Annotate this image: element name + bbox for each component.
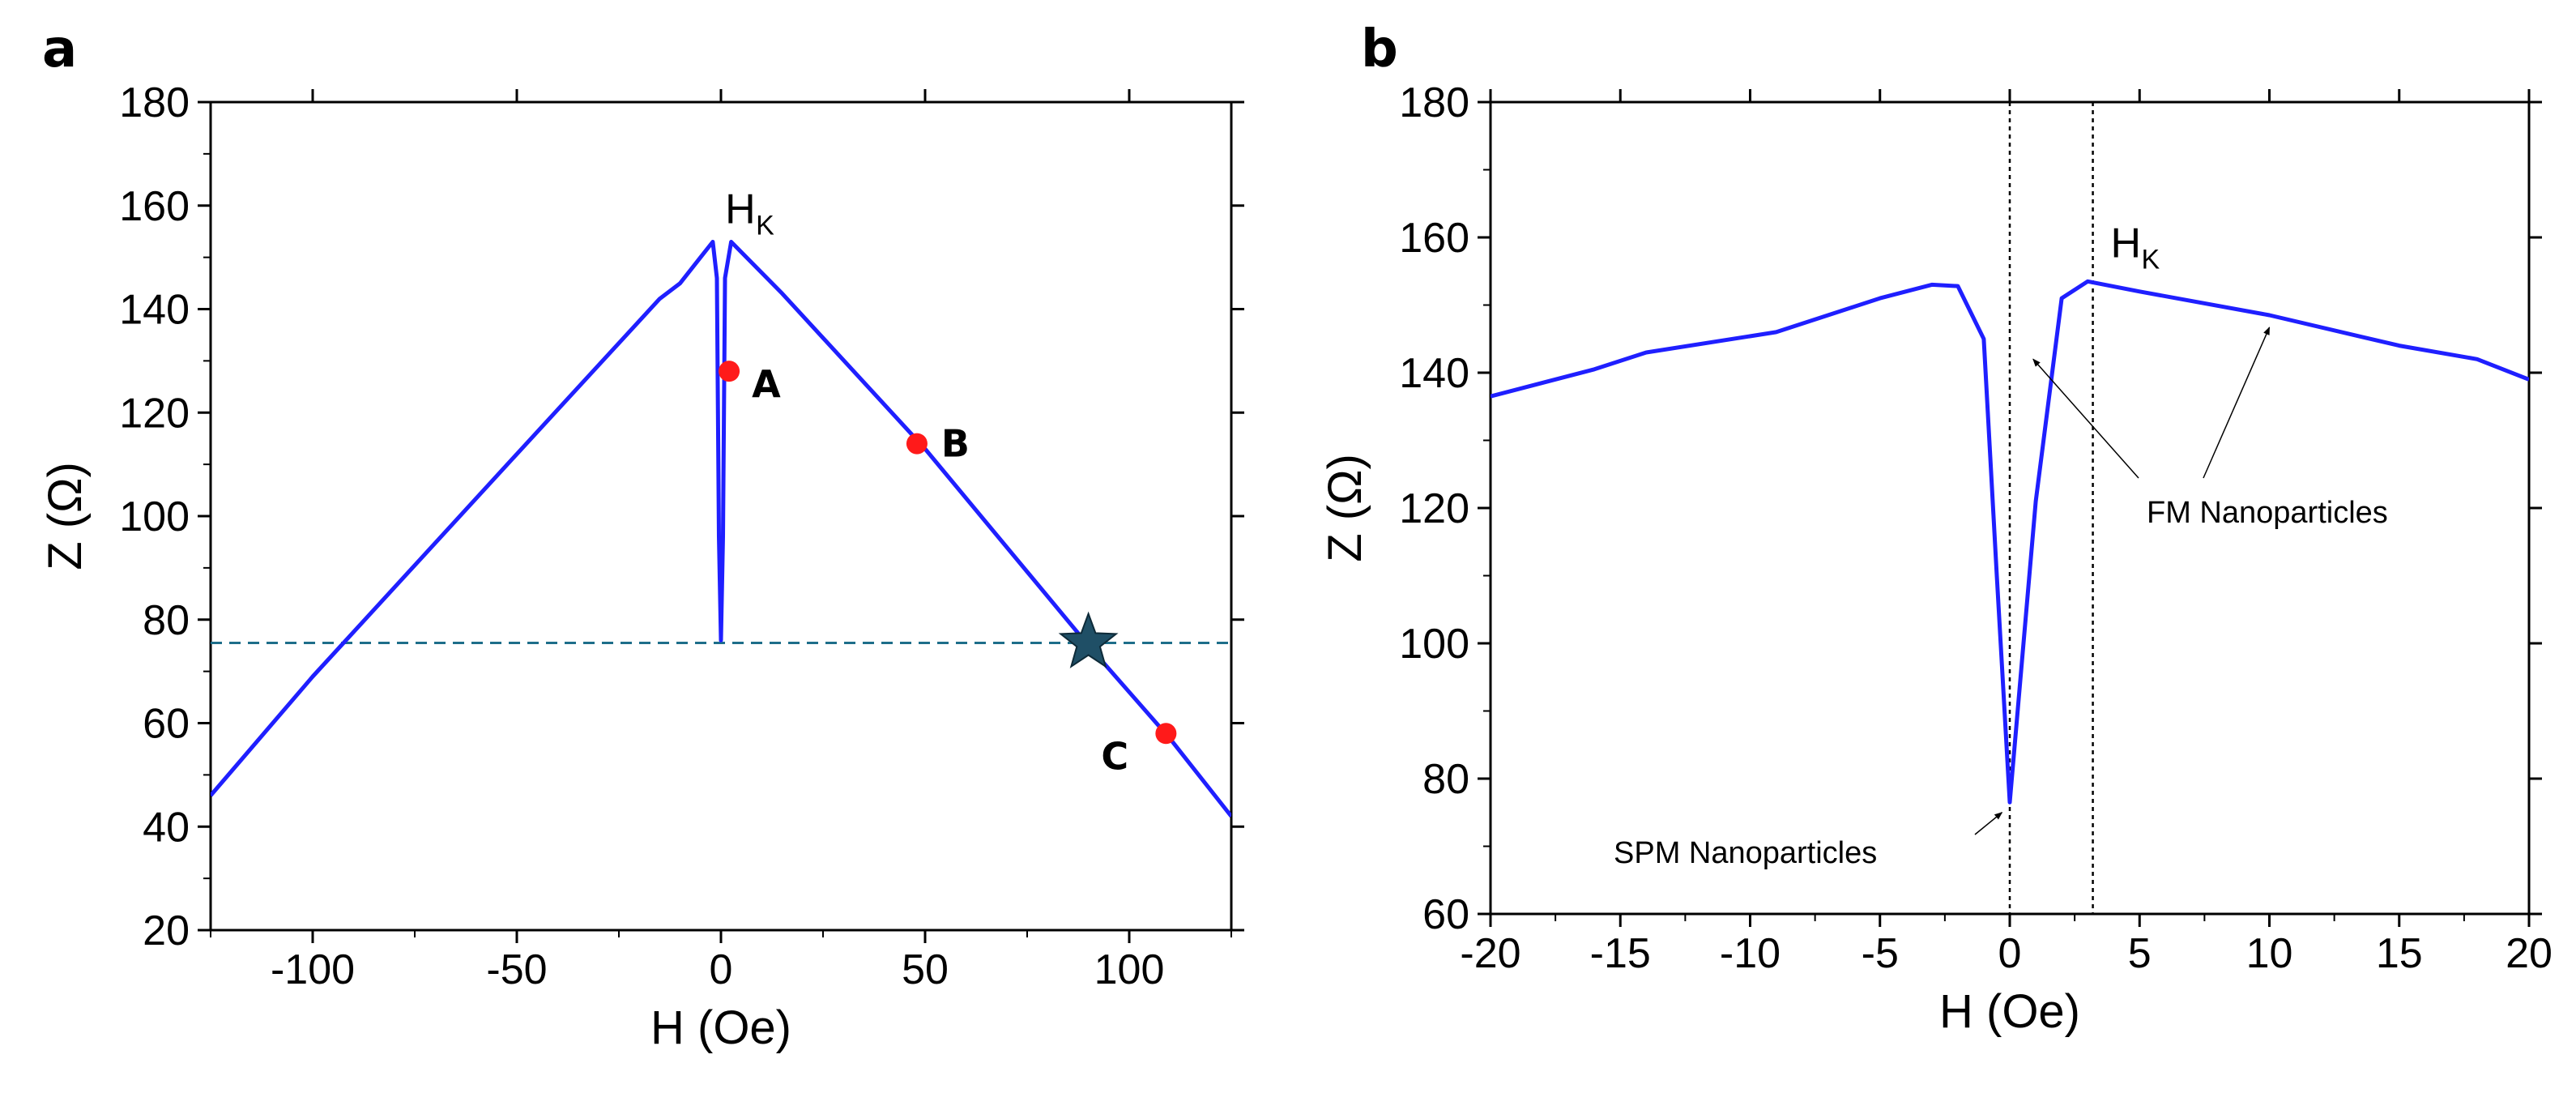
x-tick-label: -100 [271,946,355,993]
y-tick-label: 100 [1399,621,1469,668]
x-tick-label: -5 [1862,930,1899,977]
star-marker [1058,611,1119,668]
hk-label-a: H [725,186,756,233]
y-tick-label: 60 [1422,891,1469,938]
x-tick-label: 50 [902,946,949,993]
y-tick-label: 180 [119,79,190,126]
x-tick-label: 100 [1094,946,1165,993]
x-tick-label: 20 [2506,930,2553,977]
fm-nanoparticles-label: FM Nanoparticles [2147,496,2388,530]
y-tick-label: 80 [1422,756,1469,803]
series-line-z [211,240,1231,818]
x-tick-label: 5 [2128,930,2152,977]
x-tick-label: 0 [710,946,733,993]
spm-arrow [1974,812,2003,835]
y-axis-title: Z (Ω) [1319,454,1371,562]
x-tick-label: -20 [1460,930,1520,977]
hk-subscript-b: K [2142,245,2160,275]
x-tick-label: -50 [486,946,547,993]
y-tick-label: 140 [1399,350,1469,397]
point-label-b: B [941,422,970,466]
x-tick-label: 10 [2246,930,2293,977]
y-tick-label: 120 [119,390,190,437]
marker-point-a [719,361,740,382]
hk-subscript-a: K [756,211,774,241]
y-tick-label: 80 [143,597,190,644]
y-tick-label: 20 [143,907,190,954]
spm-nanoparticles-label: SPM Nanoparticles [1614,836,1877,870]
y-tick-label: 120 [1399,485,1469,532]
y-tick-label: 40 [143,804,190,851]
y-axis-title: Z (Ω) [39,462,92,570]
x-axis-title: H (Oe) [650,1001,791,1054]
x-tick-label: 0 [1998,930,2022,977]
point-label-c: C [1101,734,1128,778]
marker-point-b [906,433,928,455]
x-tick-label: 15 [2376,930,2423,977]
y-tick-label: 160 [119,183,190,230]
series-line-z [1491,279,2529,805]
y-tick-label: 140 [119,287,190,334]
y-tick-label: 160 [1399,215,1469,262]
plot-frame [209,100,1233,932]
chart-a: -100 -50 0 50 100 20 40 60 80 100 120 140 160 180 H (O… [39,79,1244,1054]
hk-label-b: H [2111,220,2142,267]
marker-point-c [1155,723,1177,745]
x-axis-title: H (Oe) [1939,985,2080,1038]
y-tick-label: 180 [1399,79,1469,126]
x-tick-label: -15 [1590,930,1651,977]
x-tick-label: -10 [1720,930,1781,977]
panel-label-a: a [42,19,77,79]
panel-label-b: b [1361,19,1398,79]
fm-arrow-left [2032,358,2139,479]
chart-b: -20 -15 -10 -5 0 5 10 15 20 60 80 100 120 140 160 180 H … [1319,79,2553,1038]
y-tick-label: 60 [143,701,190,748]
point-label-a: A [752,362,781,406]
y-tick-label: 100 [119,493,190,540]
fm-arrow-right [2203,327,2271,479]
